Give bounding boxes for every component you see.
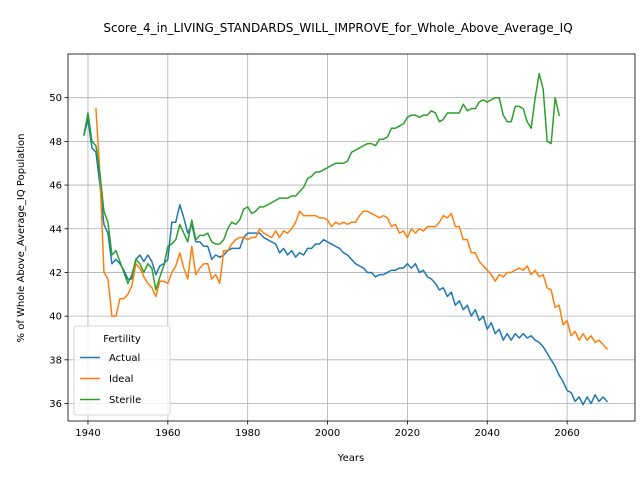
x-tick-label: 1940: [75, 428, 100, 439]
series-layer: [83, 72, 609, 406]
y-tick-label: 44: [49, 224, 62, 235]
y-tick-label: 46: [49, 181, 62, 192]
plot-frame: [67, 53, 636, 422]
chart-title: Score_4_in_LIVING_STANDARDS_WILL_IMPROVE…: [103, 21, 572, 35]
y-tick-label: 38: [49, 355, 62, 366]
y-tick-label: 50: [49, 93, 62, 104]
y-axis-label: % of Whole Above_Average_IQ Population: [16, 134, 27, 343]
x-tick-label: 1980: [235, 428, 260, 439]
legend-title: Fertility: [103, 334, 141, 345]
x-tick-label: 2000: [315, 428, 340, 439]
legend: Fertility Actual Ideal Sterile: [73, 325, 171, 416]
legend-label-actual: Actual: [109, 353, 140, 364]
y-tick-label: 36: [49, 399, 62, 410]
y-tick-label: 48: [49, 137, 62, 148]
series-line-actual: [83, 118, 609, 406]
x-tick-label: 2020: [395, 428, 420, 439]
legend-label-ideal: Ideal: [109, 374, 133, 385]
y-tick-label: 42: [49, 268, 62, 279]
axis-ticks: 1940 1960 1980 2000 2020 2040 2060 36 38 40 42 44 46…: [49, 93, 580, 439]
legend-box: [73, 325, 171, 416]
x-tick-label: 2040: [475, 428, 500, 439]
series-line-sterile: [83, 72, 561, 291]
x-tick-label: 2060: [554, 428, 579, 439]
x-tick-label: 1960: [155, 428, 180, 439]
x-axis-label: Years: [337, 453, 364, 464]
legend-label-sterile: Sterile: [109, 395, 141, 406]
series-line-ideal: [95, 107, 609, 350]
y-tick-label: 40: [49, 312, 62, 323]
